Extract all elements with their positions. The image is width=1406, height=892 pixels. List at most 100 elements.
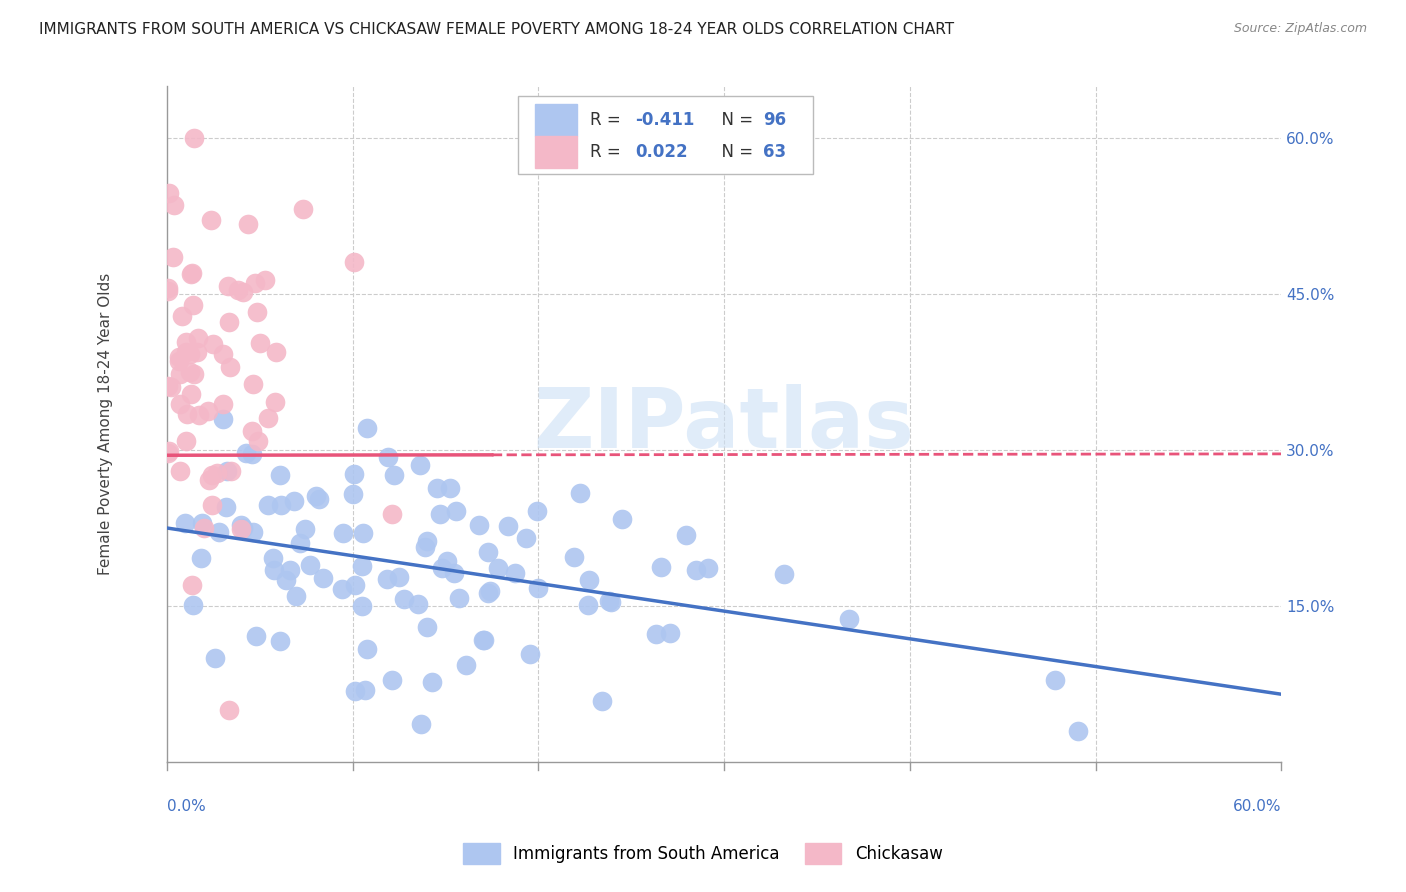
Point — [610, 512, 633, 526]
Point — [343, 467, 366, 481]
Point — [183, 131, 205, 145]
Point — [157, 444, 180, 458]
Point — [344, 684, 367, 698]
Point — [240, 447, 263, 461]
Point — [240, 424, 263, 438]
Point — [187, 408, 209, 422]
Text: Female Poverty Among 18-24 Year Olds: Female Poverty Among 18-24 Year Olds — [98, 273, 112, 575]
Point — [350, 599, 373, 613]
Point — [201, 498, 224, 512]
Point — [217, 278, 239, 293]
Point — [406, 597, 429, 611]
Text: 0.0%: 0.0% — [167, 799, 205, 814]
Point — [211, 347, 233, 361]
Point — [342, 487, 364, 501]
FancyBboxPatch shape — [517, 96, 813, 174]
Point — [169, 464, 191, 478]
Point — [332, 525, 354, 540]
Point — [169, 397, 191, 411]
Point — [219, 359, 242, 374]
Point — [496, 519, 519, 533]
Point — [257, 410, 280, 425]
Point — [156, 285, 179, 299]
Point — [156, 378, 179, 392]
Point — [269, 468, 291, 483]
Point — [486, 561, 509, 575]
Point — [235, 446, 257, 460]
Point — [172, 309, 194, 323]
FancyBboxPatch shape — [534, 136, 576, 168]
Point — [569, 486, 592, 500]
Point — [256, 499, 278, 513]
Point — [675, 528, 697, 542]
Point — [174, 434, 197, 448]
Point — [169, 368, 191, 382]
Point — [519, 648, 541, 662]
Point — [218, 315, 240, 329]
Point — [392, 591, 415, 606]
Point — [243, 276, 266, 290]
Point — [190, 551, 212, 566]
Point — [254, 273, 277, 287]
Point — [186, 345, 208, 359]
Point — [232, 285, 254, 299]
Point — [294, 522, 316, 536]
Point — [226, 284, 249, 298]
Point — [591, 694, 613, 708]
Point — [578, 573, 600, 587]
Point — [167, 350, 190, 364]
Point — [201, 337, 224, 351]
Point — [274, 573, 297, 587]
Point — [211, 412, 233, 426]
Point — [645, 626, 668, 640]
Point — [416, 534, 439, 549]
Point — [685, 563, 707, 577]
Text: N =: N = — [710, 112, 758, 129]
Point — [467, 518, 489, 533]
Text: 96: 96 — [763, 112, 786, 129]
Point — [162, 198, 184, 212]
Point — [201, 467, 224, 482]
Point — [174, 516, 197, 530]
Point — [245, 305, 267, 319]
Point — [208, 525, 231, 540]
Point — [174, 345, 197, 359]
Point — [598, 594, 620, 608]
Point — [176, 407, 198, 421]
Point — [382, 468, 405, 483]
Point — [162, 250, 184, 264]
Point — [479, 583, 502, 598]
Point — [211, 397, 233, 411]
Point — [426, 481, 449, 495]
Point — [215, 464, 238, 478]
Text: R =: R = — [591, 112, 626, 129]
Point — [180, 387, 202, 401]
Point — [388, 570, 411, 584]
Point — [343, 255, 366, 269]
Point — [232, 521, 254, 535]
Text: N =: N = — [710, 143, 758, 161]
Point — [169, 354, 191, 368]
Point — [1043, 673, 1066, 687]
Point — [179, 365, 201, 379]
Point — [298, 558, 321, 573]
Text: IMMIGRANTS FROM SOUTH AMERICA VS CHICKASAW FEMALE POVERTY AMONG 18-24 YEAR OLDS : IMMIGRANTS FROM SOUTH AMERICA VS CHICKAS… — [39, 22, 955, 37]
Point — [191, 516, 214, 531]
Point — [262, 550, 284, 565]
Point — [160, 380, 183, 394]
Point — [356, 421, 378, 435]
Point — [193, 521, 215, 535]
Point — [773, 566, 796, 581]
Point — [231, 521, 253, 535]
Point — [439, 481, 461, 495]
FancyBboxPatch shape — [534, 104, 576, 136]
Point — [352, 526, 374, 541]
Text: 63: 63 — [763, 143, 786, 161]
Point — [444, 503, 467, 517]
Point — [181, 298, 204, 312]
Point — [180, 267, 202, 281]
Point — [443, 566, 465, 581]
Point — [278, 564, 301, 578]
Point — [181, 598, 204, 612]
Text: 60.0%: 60.0% — [1233, 799, 1281, 814]
